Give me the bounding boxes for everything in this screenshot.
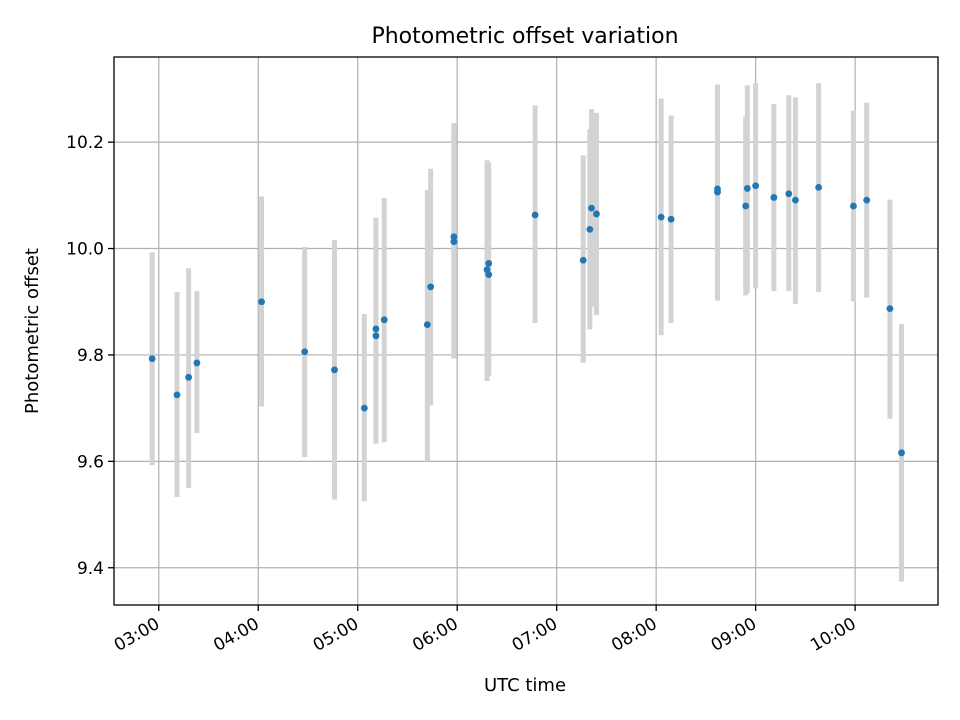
- y-axis: 9.4 9.6 9.8 10.0 10.2: [66, 133, 114, 579]
- y-tick-label: 10.2: [66, 133, 104, 153]
- data-point: [485, 271, 493, 279]
- data-point: [331, 366, 338, 374]
- data-point: [485, 260, 493, 267]
- data-point: [193, 359, 201, 367]
- x-axis-label: UTC time: [484, 675, 566, 696]
- data-point: [148, 355, 156, 363]
- data-point: [898, 449, 905, 457]
- data-point: [588, 204, 595, 212]
- data-point: [450, 238, 458, 246]
- data-point: [752, 182, 760, 190]
- plot-frame: [113, 56, 939, 606]
- data-point: [301, 348, 309, 356]
- data-point: [714, 185, 721, 193]
- data-point: [372, 325, 380, 333]
- data-point: [380, 316, 388, 324]
- data-point: [450, 233, 458, 241]
- data-point: [886, 305, 894, 313]
- data-point: [185, 373, 193, 381]
- y-axis-label: Photometric offset: [22, 248, 43, 414]
- data-point: [667, 215, 675, 223]
- data-point: [531, 211, 539, 219]
- data-point: [850, 202, 857, 210]
- chart-title: Photometric offset variation: [371, 24, 678, 49]
- data-point: [579, 256, 587, 264]
- y-tick-label: 9.8: [77, 346, 104, 366]
- data-point: [427, 283, 435, 291]
- data-point: [657, 213, 665, 221]
- data-point: [743, 185, 751, 192]
- y-tick-label: 9.4: [77, 559, 104, 579]
- data-point: [258, 298, 265, 306]
- data-point: [815, 183, 823, 191]
- data-point: [423, 321, 431, 329]
- y-tick-label: 10.0: [66, 240, 104, 260]
- data-point: [586, 225, 594, 233]
- data-points: [148, 182, 905, 457]
- data-point: [173, 391, 181, 399]
- data-point: [792, 196, 799, 204]
- data-point: [785, 190, 793, 198]
- grid: [114, 57, 938, 605]
- data-point: [863, 196, 871, 204]
- data-point: [770, 194, 778, 201]
- data-point: [742, 202, 750, 210]
- data-point: [372, 332, 380, 340]
- data-point: [360, 404, 368, 412]
- y-tick-label: 9.6: [77, 452, 104, 472]
- data-point: [593, 210, 600, 218]
